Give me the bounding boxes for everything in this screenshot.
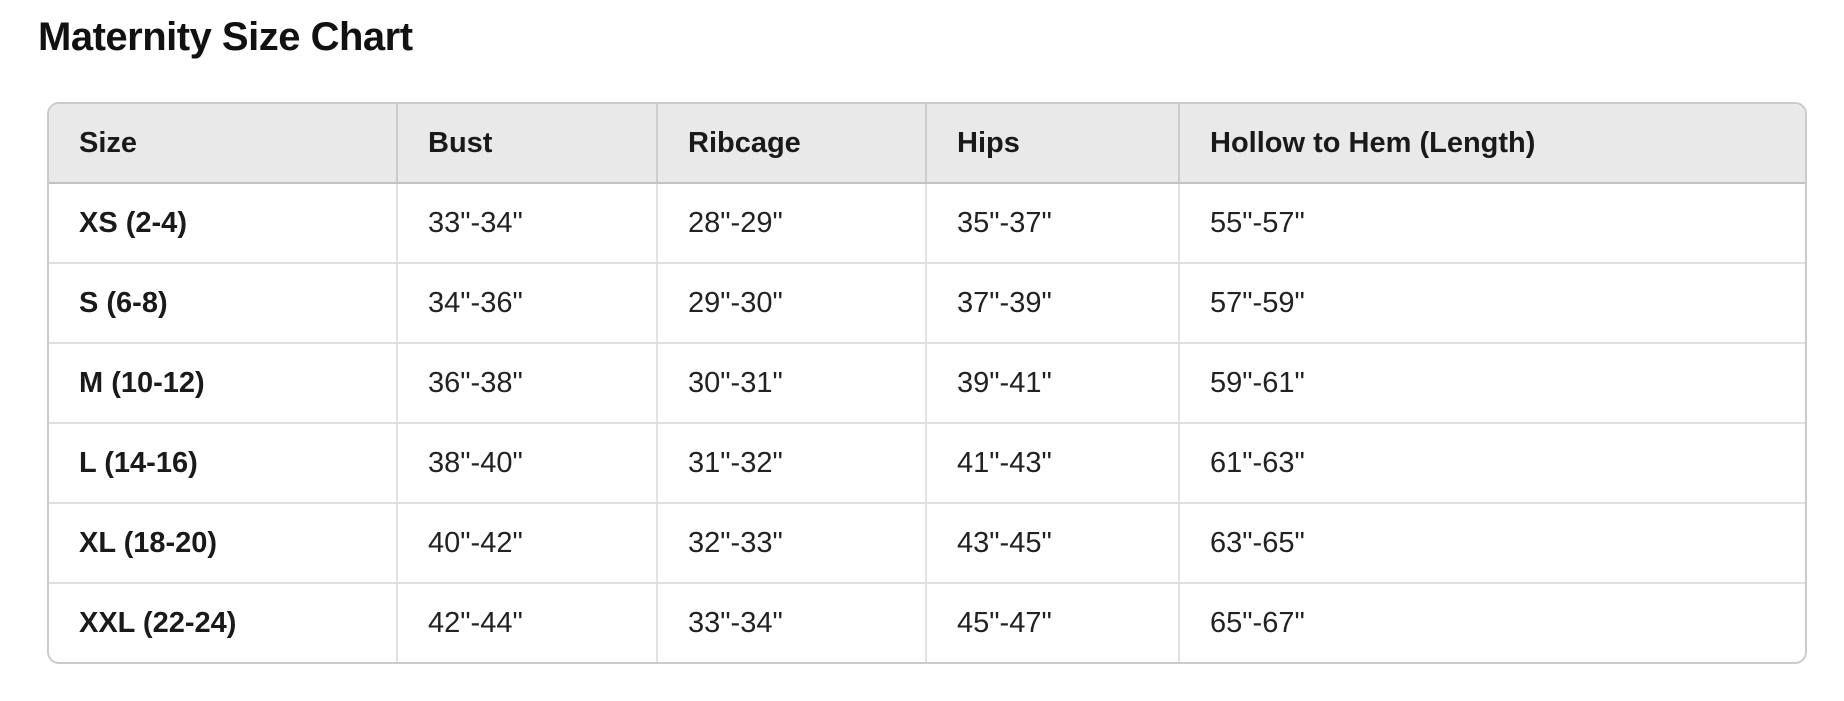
measurement-cell: 37"-39" xyxy=(926,263,1180,344)
size-label-cell: XXL (22-24) xyxy=(49,583,398,662)
measurement-cell: 42"-44" xyxy=(397,583,658,662)
measurement-cell: 63"-65" xyxy=(1179,503,1805,584)
table-row: XXL (22-24) 42"-44" 33"-34" 45"-47" 65"-67" xyxy=(49,583,1805,662)
measurement-cell: 65"-67" xyxy=(1210,607,1305,639)
measurement-cell: 32"-33" xyxy=(657,503,927,584)
table-row: S (6-8) 34"-36" 29"-30" 37"-39" 57"-59" xyxy=(49,263,1805,344)
measurement-cell: 29"-30" xyxy=(657,263,927,344)
size-label-cell: M (10-12) xyxy=(49,343,398,424)
measurement-cell: 35"-37" xyxy=(926,183,1180,264)
measurement-cell: 30"-31" xyxy=(657,343,927,424)
measurement-cell: 39"-41" xyxy=(926,343,1180,424)
size-chart-table: Size Bust Ribcage Hips Hollow to Hem (Length… xyxy=(49,104,1805,662)
column-header-hollow-to-hem-length: Hollow to Hem (Length) xyxy=(1179,104,1805,184)
measurement-cell: 33"-34" xyxy=(397,183,658,264)
size-chart-container: Size Bust Ribcage Hips Hollow to Hem (Length… xyxy=(47,102,1807,664)
measurement-cell: 33"-34" xyxy=(657,583,927,662)
table-row: M (10-12) 36"-38" 30"-31" 39"-41" 59"-61" xyxy=(49,343,1805,424)
measurement-cell: 36"-38" xyxy=(397,343,658,424)
column-header-ribcage: Ribcage xyxy=(657,104,927,184)
column-header-bust: Bust xyxy=(397,104,658,184)
header-row: Size Bust Ribcage Hips Hollow to Hem (Length… xyxy=(49,104,1805,184)
table-row: XL (18-20) 40"-42" 32"-33" 43"-45" 63"-65" xyxy=(49,503,1805,584)
table-row: L (14-16) 38"-40" 31"-32" 41"-43" 61"-63" xyxy=(49,423,1805,504)
measurement-cell: 45"-47" xyxy=(926,583,1180,662)
size-label-cell: XS (2-4) xyxy=(49,183,398,264)
size-label-cell: S (6-8) xyxy=(49,263,398,344)
measurement-cell: 43"-45" xyxy=(926,503,1180,584)
size-label-cell: XL (18-20) xyxy=(49,503,398,584)
page-title: Maternity Size Chart xyxy=(38,15,413,59)
measurement-cell: 41"-43" xyxy=(926,423,1180,504)
measurement-cell: 59"-61" xyxy=(1179,343,1805,424)
measurement-cell: 57"-59" xyxy=(1179,263,1805,344)
column-header-size: Size xyxy=(49,104,398,184)
column-header-hips: Hips xyxy=(926,104,1180,184)
measurement-cell: 61"-63" xyxy=(1179,423,1805,504)
table-row: XS (2-4) 33"-34" 28"-29" 35"-37" 55"-57" xyxy=(49,183,1805,264)
measurement-cell: 55"-57" xyxy=(1179,183,1805,264)
measurement-cell: 34"-36" xyxy=(397,263,658,344)
measurement-cell: 38"-40" xyxy=(397,423,658,504)
table-body: XS (2-4) 33"-34" 28"-29" 35"-37" 55"-57" S (6… xyxy=(49,183,1805,662)
measurement-cell: 28"-29" xyxy=(657,183,927,264)
measurement-cell: 40"-42" xyxy=(397,503,658,584)
size-label-cell: L (14-16) xyxy=(49,423,398,504)
measurement-cell: 31"-32" xyxy=(657,423,927,504)
